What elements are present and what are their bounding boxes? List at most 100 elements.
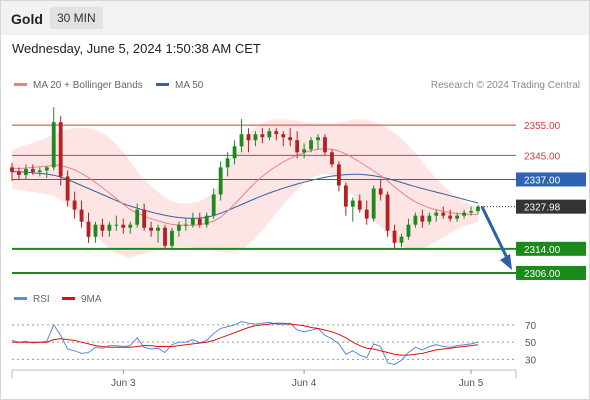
level-label-bg-support [516, 265, 586, 280]
candle-body [190, 218, 195, 225]
rsi-tick-label: 50 [525, 338, 537, 349]
candle-body [378, 188, 383, 195]
candle-body [177, 224, 181, 231]
candle-body [17, 171, 21, 175]
ma50-line [11, 171, 479, 219]
candle-body [93, 224, 98, 237]
candle-body [267, 131, 272, 138]
bollinger-band [12, 119, 478, 258]
candle-body [364, 209, 369, 219]
rsi-tick-label: 30 [525, 355, 537, 366]
candle-body [309, 140, 313, 150]
candle-body [65, 176, 70, 201]
candle-body [86, 221, 91, 237]
candle-body [37, 170, 42, 172]
candle-body [100, 224, 105, 231]
candle-body [114, 224, 119, 226]
time-axis-label: Jun 3 [111, 378, 136, 389]
candle-body [163, 227, 167, 246]
timeframe-badge[interactable]: 30 MIN [50, 7, 103, 29]
candle-body [413, 215, 418, 225]
candle-body [135, 209, 140, 225]
candle-body [281, 134, 286, 138]
level-label-bg-support [516, 241, 586, 256]
candle-body [330, 152, 334, 165]
level-label-resistance: 2345.00 [524, 151, 561, 162]
candle-body [288, 137, 293, 141]
candle-body [371, 188, 376, 219]
candle-body [170, 230, 174, 246]
candle-body [406, 224, 411, 237]
candle-body [323, 137, 327, 153]
datetime-label: Wednesday, June 5, 2024 1:50:38 AM CET [12, 41, 261, 56]
candle-body [183, 224, 188, 226]
candle-body [385, 194, 390, 231]
level-label-resistance: 2355.00 [524, 121, 561, 132]
candle-body [350, 200, 355, 207]
candle-body [142, 209, 147, 228]
candle-body [316, 137, 320, 141]
candle-body [128, 224, 133, 228]
time-axis-label: Jun 5 [459, 378, 484, 389]
candle-body [149, 227, 154, 231]
candle-body [469, 211, 473, 213]
rsi-ma-line [12, 322, 479, 356]
candle-body [434, 212, 439, 216]
candle-body [246, 134, 251, 141]
candle-body [357, 200, 362, 210]
candle-body [197, 218, 202, 225]
candle-body [420, 215, 425, 222]
rsi-line [11, 320, 479, 366]
projection-arrow-shaft [480, 205, 510, 261]
candle-body [79, 209, 84, 222]
candle-body [343, 185, 348, 207]
candle-body [295, 140, 300, 153]
legend-ma20: MA 20 + Bollinger Bands [14, 80, 143, 91]
candle-body [23, 168, 28, 175]
ma20-line [11, 148, 478, 226]
ma20-swatch [14, 82, 27, 86]
candle-body [462, 212, 467, 216]
candle-body [10, 167, 14, 172]
candle-body [448, 215, 453, 219]
rsi-swatch [14, 296, 27, 300]
candle-body [392, 230, 397, 243]
candle-body [232, 146, 237, 159]
candle-body [44, 167, 49, 171]
legend-ma50: MA 50 [156, 80, 203, 91]
ma9-swatch [62, 296, 75, 300]
candle-body [274, 131, 279, 135]
candle-body [51, 122, 56, 168]
candle-body [302, 149, 307, 153]
candle-body [30, 168, 35, 172]
time-axis-label: Jun 4 [292, 378, 317, 389]
candle-body [476, 206, 480, 212]
candle-body [121, 224, 126, 228]
candle-body [441, 212, 446, 216]
level-label-support: 2314.00 [524, 245, 561, 256]
candle-body [72, 200, 77, 210]
candle-body [218, 167, 223, 195]
level-label-pivot: 2337.00 [524, 175, 561, 186]
symbol-title: Gold [11, 11, 43, 27]
legend-9ma: 9MA [62, 294, 102, 305]
ma50-swatch [156, 82, 169, 86]
legend-ma20-label: MA 20 + Bollinger Bands [33, 80, 143, 91]
candle-body [107, 224, 112, 231]
candle-body [225, 158, 230, 168]
candle-body [204, 215, 209, 225]
candle-body [336, 164, 341, 186]
research-credit: Research © 2024 Trading Central [430, 80, 580, 91]
candle-body [211, 194, 216, 216]
candle-body [455, 215, 460, 219]
candle-body [399, 236, 404, 243]
candle-body [239, 134, 244, 147]
candle-body [156, 227, 160, 231]
level-label-bg-current [516, 199, 586, 214]
rsi-tick-label: 70 [525, 321, 537, 332]
level-label-support: 2306.00 [524, 269, 561, 280]
legend-rsi: RSI [14, 294, 50, 305]
legend-ma50-label: MA 50 [175, 80, 204, 91]
level-label-bg-pivot [516, 172, 586, 187]
